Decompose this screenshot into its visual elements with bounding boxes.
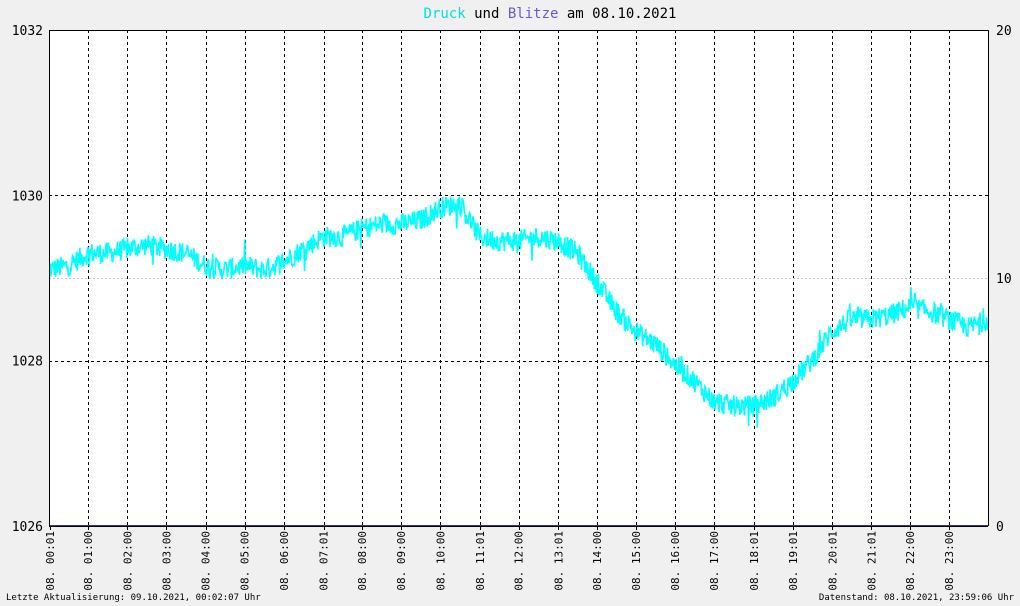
- x-tick-label: 08. 01:00: [82, 531, 95, 591]
- y-right-tick-label: 0: [996, 520, 1004, 535]
- x-tick-label: 08. 03:00: [160, 531, 173, 591]
- x-tick-label: 08. 14:00: [591, 531, 604, 591]
- x-tick-label: 08. 12:00: [513, 531, 526, 591]
- x-tick-label: 08. 18:01: [748, 531, 761, 591]
- data-status-text: Datenstand: 08.10.2021, 23:59:06 Uhr: [818, 593, 1014, 603]
- x-tick-label: 08. 19:01: [787, 531, 800, 591]
- x-tick-label: 08. 06:00: [278, 531, 291, 591]
- x-tick-label: 08. 07:01: [318, 531, 331, 591]
- y-left-tick-label: 1026: [12, 520, 43, 535]
- x-tick-label: 08. 05:00: [239, 531, 252, 591]
- chart-title: Druck und Blitze am 08.10.2021: [424, 6, 677, 22]
- x-tick-label: 08. 21:01: [865, 531, 878, 591]
- axis-labels: 1026 1028 1030 1032 0 10 20 08. 00:01 08. 01:00 0…: [12, 24, 1012, 591]
- title-date: am 08.10.2021: [558, 6, 676, 22]
- x-tick-label: 08. 00:01: [44, 531, 57, 591]
- y-right-tick-label: 20: [996, 24, 1012, 39]
- x-tick-label: 08. 16:00: [669, 531, 682, 591]
- x-tick-label: 08. 23:00: [943, 531, 956, 591]
- x-tick-label: 08. 20:01: [826, 531, 839, 591]
- x-tick-label: 08. 11:01: [474, 531, 487, 591]
- axes: [49, 30, 989, 530]
- y-left-tick-label: 1030: [12, 189, 43, 204]
- y-left-tick-label: 1028: [12, 355, 43, 370]
- x-tick-label: 08. 04:00: [200, 531, 213, 591]
- title-druck: Druck: [424, 6, 467, 22]
- x-tick-label: 08. 22:00: [904, 531, 917, 591]
- y-right-tick-label: 10: [996, 272, 1012, 287]
- x-tick-label: 08. 08:00: [356, 531, 369, 591]
- x-tick-label: 08. 10:00: [434, 531, 447, 591]
- title-blitze: Blitze: [508, 6, 559, 22]
- x-tick-label: 08. 09:00: [395, 531, 408, 591]
- title-und: und: [466, 6, 508, 22]
- y-left-tick-label: 1032: [12, 24, 43, 39]
- x-tick-label: 08. 15:00: [630, 531, 643, 591]
- pressure-series-line: [48, 196, 989, 428]
- x-tick-label: 08. 13:01: [552, 531, 565, 591]
- x-tick-label: 08. 17:00: [708, 531, 721, 591]
- x-tick-label: 08. 02:00: [121, 531, 134, 591]
- last-update-text: Letzte Aktualisierung: 09.10.2021, 00:02…: [6, 593, 261, 603]
